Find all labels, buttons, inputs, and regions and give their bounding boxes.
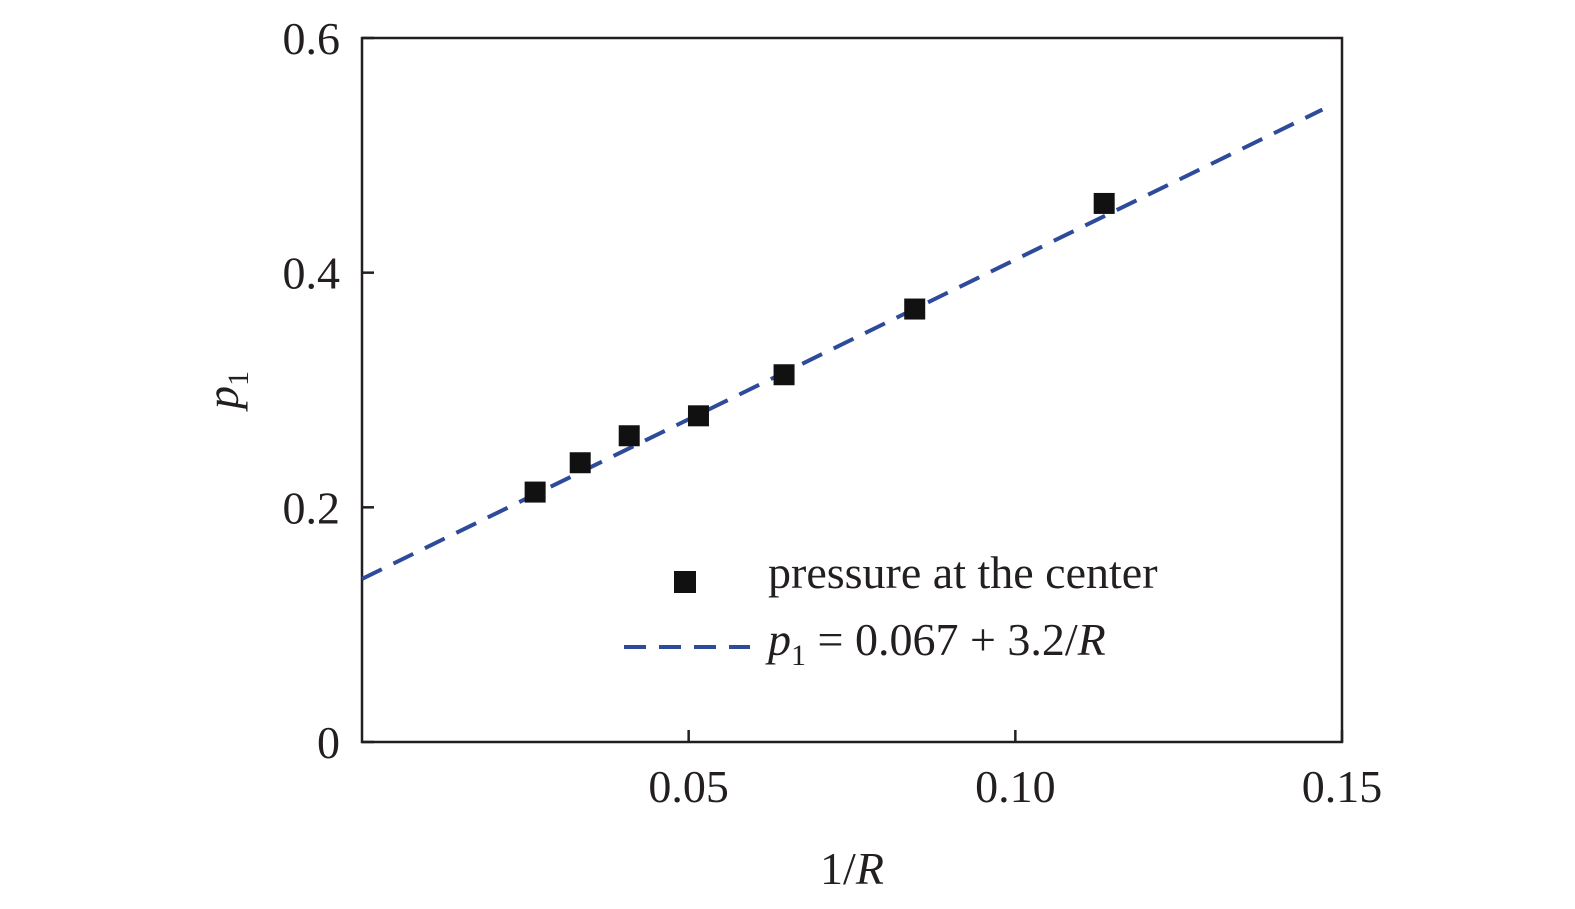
legend-label-points: pressure at the center: [768, 547, 1158, 598]
x-axis: 0.05 0.10 0.15: [648, 730, 1382, 812]
legend-label-fit: p1 = 0.067 + 3.2/R: [765, 614, 1106, 672]
data-point: [569, 452, 591, 474]
y-tick-label: 0.4: [283, 248, 341, 299]
data-point: [687, 405, 709, 427]
data-point: [904, 298, 926, 320]
y-axis-label: p1: [197, 371, 255, 412]
plot-frame: [360, 36, 1344, 744]
y-tick-label: 0: [317, 717, 340, 768]
y-tick-label: 0.6: [283, 13, 341, 64]
y-tick-label: 0.2: [283, 482, 341, 533]
legend: pressure at the center p1 = 0.067 + 3.2/…: [624, 547, 1158, 672]
legend-marker-square: [674, 571, 696, 593]
fit-line-group: [361, 107, 1324, 581]
x-tick-label: 0.10: [975, 761, 1056, 812]
x-tick-label: 0.05: [648, 761, 729, 812]
y-axis: 0 0.2 0.4 0.6: [283, 13, 374, 768]
x-axis-label: 1/R: [820, 843, 884, 894]
data-point: [618, 425, 640, 447]
plot-area: [360, 36, 1344, 744]
data-point: [1093, 192, 1115, 214]
x-tick-label: 0.15: [1302, 761, 1383, 812]
data-point: [524, 481, 546, 503]
data-points: [524, 192, 1115, 503]
fit-line: [361, 107, 1324, 581]
data-point: [773, 364, 795, 386]
